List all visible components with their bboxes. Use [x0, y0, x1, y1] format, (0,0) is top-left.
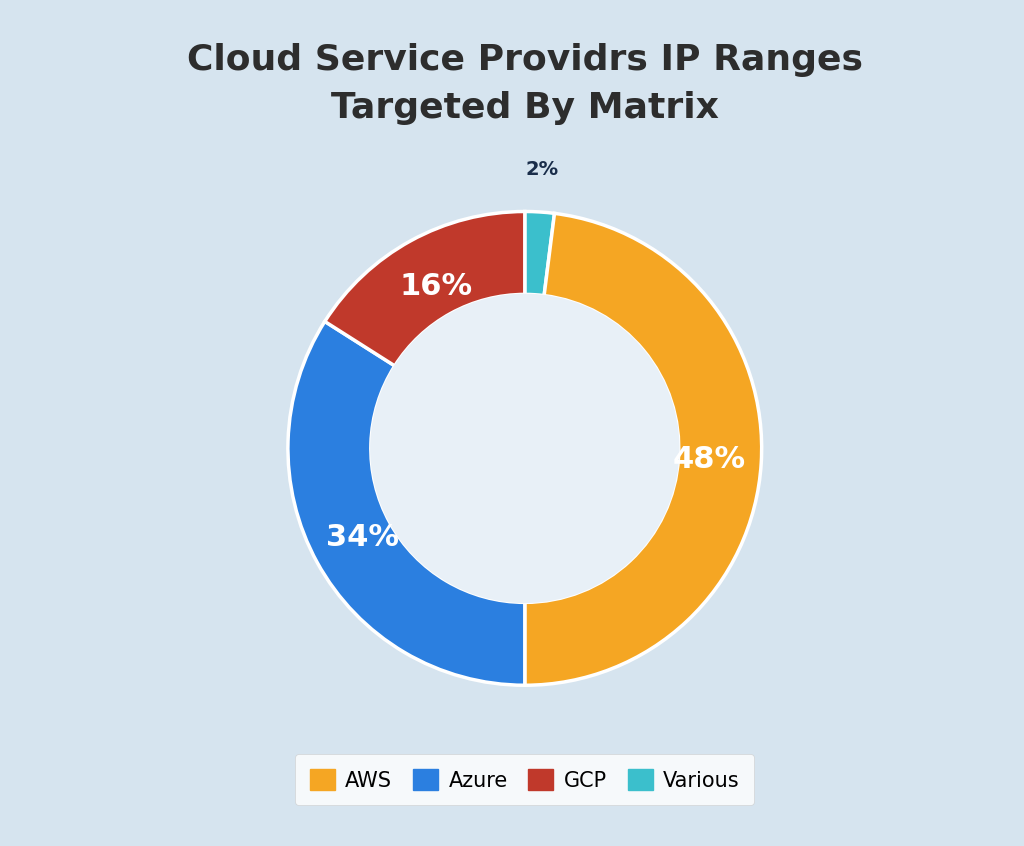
Text: 48%: 48% — [673, 446, 745, 475]
Wedge shape — [288, 321, 525, 685]
Text: 34%: 34% — [327, 523, 399, 552]
Wedge shape — [525, 213, 762, 685]
Legend: AWS, Azure, GCP, Various: AWS, Azure, GCP, Various — [295, 755, 755, 805]
Text: 2%: 2% — [525, 160, 559, 179]
Title: Cloud Service Providrs IP Ranges
Targeted By Matrix: Cloud Service Providrs IP Ranges Targete… — [186, 43, 863, 124]
Wedge shape — [325, 212, 525, 365]
Circle shape — [371, 294, 679, 602]
Text: 16%: 16% — [399, 272, 472, 301]
Wedge shape — [524, 212, 554, 295]
